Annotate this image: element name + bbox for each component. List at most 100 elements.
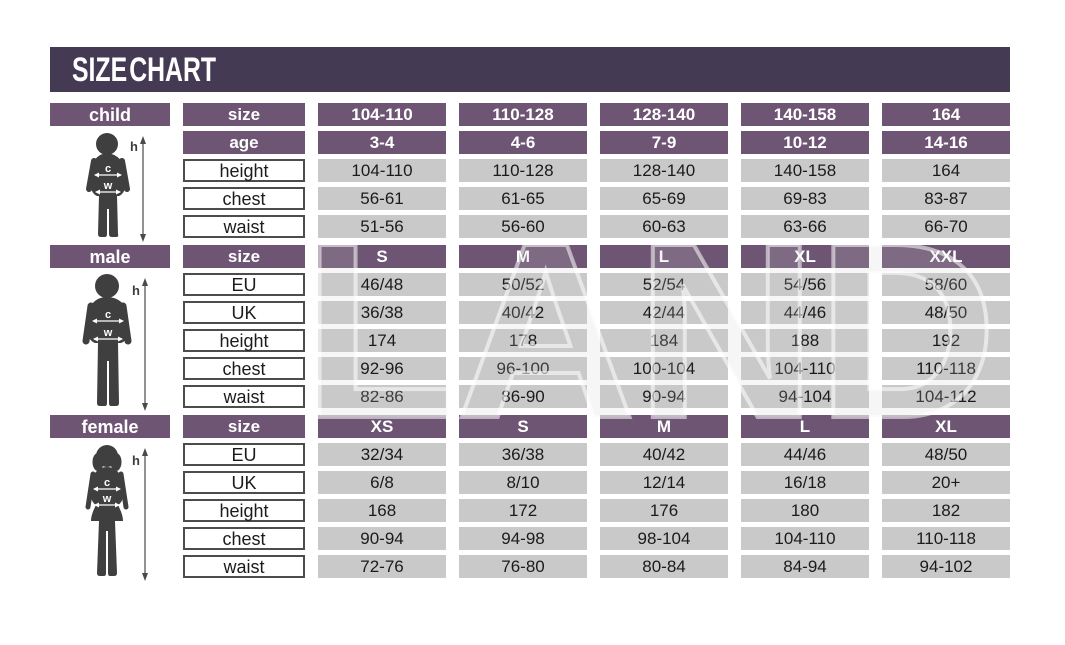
child-row-label-chest: chest bbox=[183, 187, 305, 210]
male-waist-value: 82-86 bbox=[318, 385, 446, 408]
female-waist-value: 72-76 bbox=[318, 555, 446, 578]
child-chest-value: 61-65 bbox=[459, 187, 587, 210]
male-size-value: M bbox=[459, 245, 587, 268]
male-eu-value: 46/48 bbox=[318, 273, 446, 296]
male-size-value: XXL bbox=[882, 245, 1010, 268]
male-waist-value: 94-104 bbox=[741, 385, 869, 408]
child-row-label-age: age bbox=[183, 131, 305, 154]
male-size-value: S bbox=[318, 245, 446, 268]
male-size-value: L bbox=[600, 245, 728, 268]
female-section-label: female bbox=[50, 415, 170, 438]
female-eu-value: 44/46 bbox=[741, 443, 869, 466]
female-uk-value: 16/18 bbox=[741, 471, 869, 494]
svg-text:h: h bbox=[132, 453, 140, 468]
male-eu-value: 50/52 bbox=[459, 273, 587, 296]
male-chest-value: 100-104 bbox=[600, 357, 728, 380]
svg-text:c: c bbox=[104, 477, 110, 489]
svg-text:w: w bbox=[103, 327, 113, 339]
male-eu-value: 52/54 bbox=[600, 273, 728, 296]
child-height-value: 128-140 bbox=[600, 159, 728, 182]
female-height-value: 180 bbox=[741, 499, 869, 522]
male-height-value: 178 bbox=[459, 329, 587, 352]
child-height-value: 110-128 bbox=[459, 159, 587, 182]
female-row-label-chest: chest bbox=[183, 527, 305, 550]
female-chest-value: 104-110 bbox=[741, 527, 869, 550]
svg-text:c: c bbox=[105, 309, 111, 321]
male-uk-value: 42/44 bbox=[600, 301, 728, 324]
male-chest-value: 104-110 bbox=[741, 357, 869, 380]
svg-text:w: w bbox=[103, 180, 113, 192]
child-size-value: 164 bbox=[882, 103, 1010, 126]
male-uk-value: 48/50 bbox=[882, 301, 1010, 324]
female-size-value: M bbox=[600, 415, 728, 438]
female-waist-value: 94-102 bbox=[882, 555, 1010, 578]
child-section-label: child bbox=[50, 103, 170, 126]
child-age-value: 4-6 bbox=[459, 131, 587, 154]
female-size-value: XS bbox=[318, 415, 446, 438]
female-row-label-size: size bbox=[183, 415, 305, 438]
female-chest-value: 98-104 bbox=[600, 527, 728, 550]
female-chest-value: 110-118 bbox=[882, 527, 1010, 550]
male-row-label-size: size bbox=[183, 245, 305, 268]
male-eu-value: 54/56 bbox=[741, 273, 869, 296]
male-height-value: 188 bbox=[741, 329, 869, 352]
child-row-label-height: height bbox=[183, 159, 305, 182]
female-height-value: 172 bbox=[459, 499, 587, 522]
child-age-value: 3-4 bbox=[318, 131, 446, 154]
child-chest-value: 69-83 bbox=[741, 187, 869, 210]
child-waist-value: 51-56 bbox=[318, 215, 446, 238]
svg-text:h: h bbox=[132, 283, 140, 298]
child-size-value: 140-158 bbox=[741, 103, 869, 126]
title-banner: SIZE CHART bbox=[50, 47, 1010, 92]
male-row-label-height: height bbox=[183, 329, 305, 352]
page-title: SIZE CHART bbox=[72, 49, 216, 89]
male-uk-value: 36/38 bbox=[318, 301, 446, 324]
child-row-label-size: size bbox=[183, 103, 305, 126]
male-row-label-eu: EU bbox=[183, 273, 305, 296]
female-chest-value: 94-98 bbox=[459, 527, 587, 550]
svg-text:w: w bbox=[102, 493, 112, 505]
male-size-value: XL bbox=[741, 245, 869, 268]
child-waist-value: 60-63 bbox=[600, 215, 728, 238]
male-waist-value: 104-112 bbox=[882, 385, 1010, 408]
child-age-value: 10-12 bbox=[741, 131, 869, 154]
male-chest-value: 110-118 bbox=[882, 357, 1010, 380]
male-uk-value: 40/42 bbox=[459, 301, 587, 324]
child-chest-value: 56-61 bbox=[318, 187, 446, 210]
child-waist-value: 56-60 bbox=[459, 215, 587, 238]
child-chest-value: 83-87 bbox=[882, 187, 1010, 210]
male-chest-value: 92-96 bbox=[318, 357, 446, 380]
female-size-value: XL bbox=[882, 415, 1010, 438]
female-uk-value: 12/14 bbox=[600, 471, 728, 494]
child-height-value: 164 bbox=[882, 159, 1010, 182]
child-size-value: 128-140 bbox=[600, 103, 728, 126]
female-waist-value: 76-80 bbox=[459, 555, 587, 578]
female-row-label-waist: waist bbox=[183, 555, 305, 578]
female-uk-value: 6/8 bbox=[318, 471, 446, 494]
male-height-value: 174 bbox=[318, 329, 446, 352]
female-row-label-eu: EU bbox=[183, 443, 305, 466]
male-waist-value: 86-90 bbox=[459, 385, 587, 408]
female-uk-value: 20+ bbox=[882, 471, 1010, 494]
svg-text:c: c bbox=[105, 163, 111, 175]
child-chest-value: 65-69 bbox=[600, 187, 728, 210]
male-row-label-uk: UK bbox=[183, 301, 305, 324]
male-row-label-chest: chest bbox=[183, 357, 305, 380]
female-height-value: 176 bbox=[600, 499, 728, 522]
male-waist-value: 90-94 bbox=[600, 385, 728, 408]
male-uk-value: 44/46 bbox=[741, 301, 869, 324]
female-chest-value: 90-94 bbox=[318, 527, 446, 550]
male-eu-value: 58/60 bbox=[882, 273, 1010, 296]
child-age-value: 7-9 bbox=[600, 131, 728, 154]
female-waist-value: 80-84 bbox=[600, 555, 728, 578]
female-eu-value: 32/34 bbox=[318, 443, 446, 466]
female-size-value: S bbox=[459, 415, 587, 438]
female-eu-value: 48/50 bbox=[882, 443, 1010, 466]
male-height-value: 192 bbox=[882, 329, 1010, 352]
